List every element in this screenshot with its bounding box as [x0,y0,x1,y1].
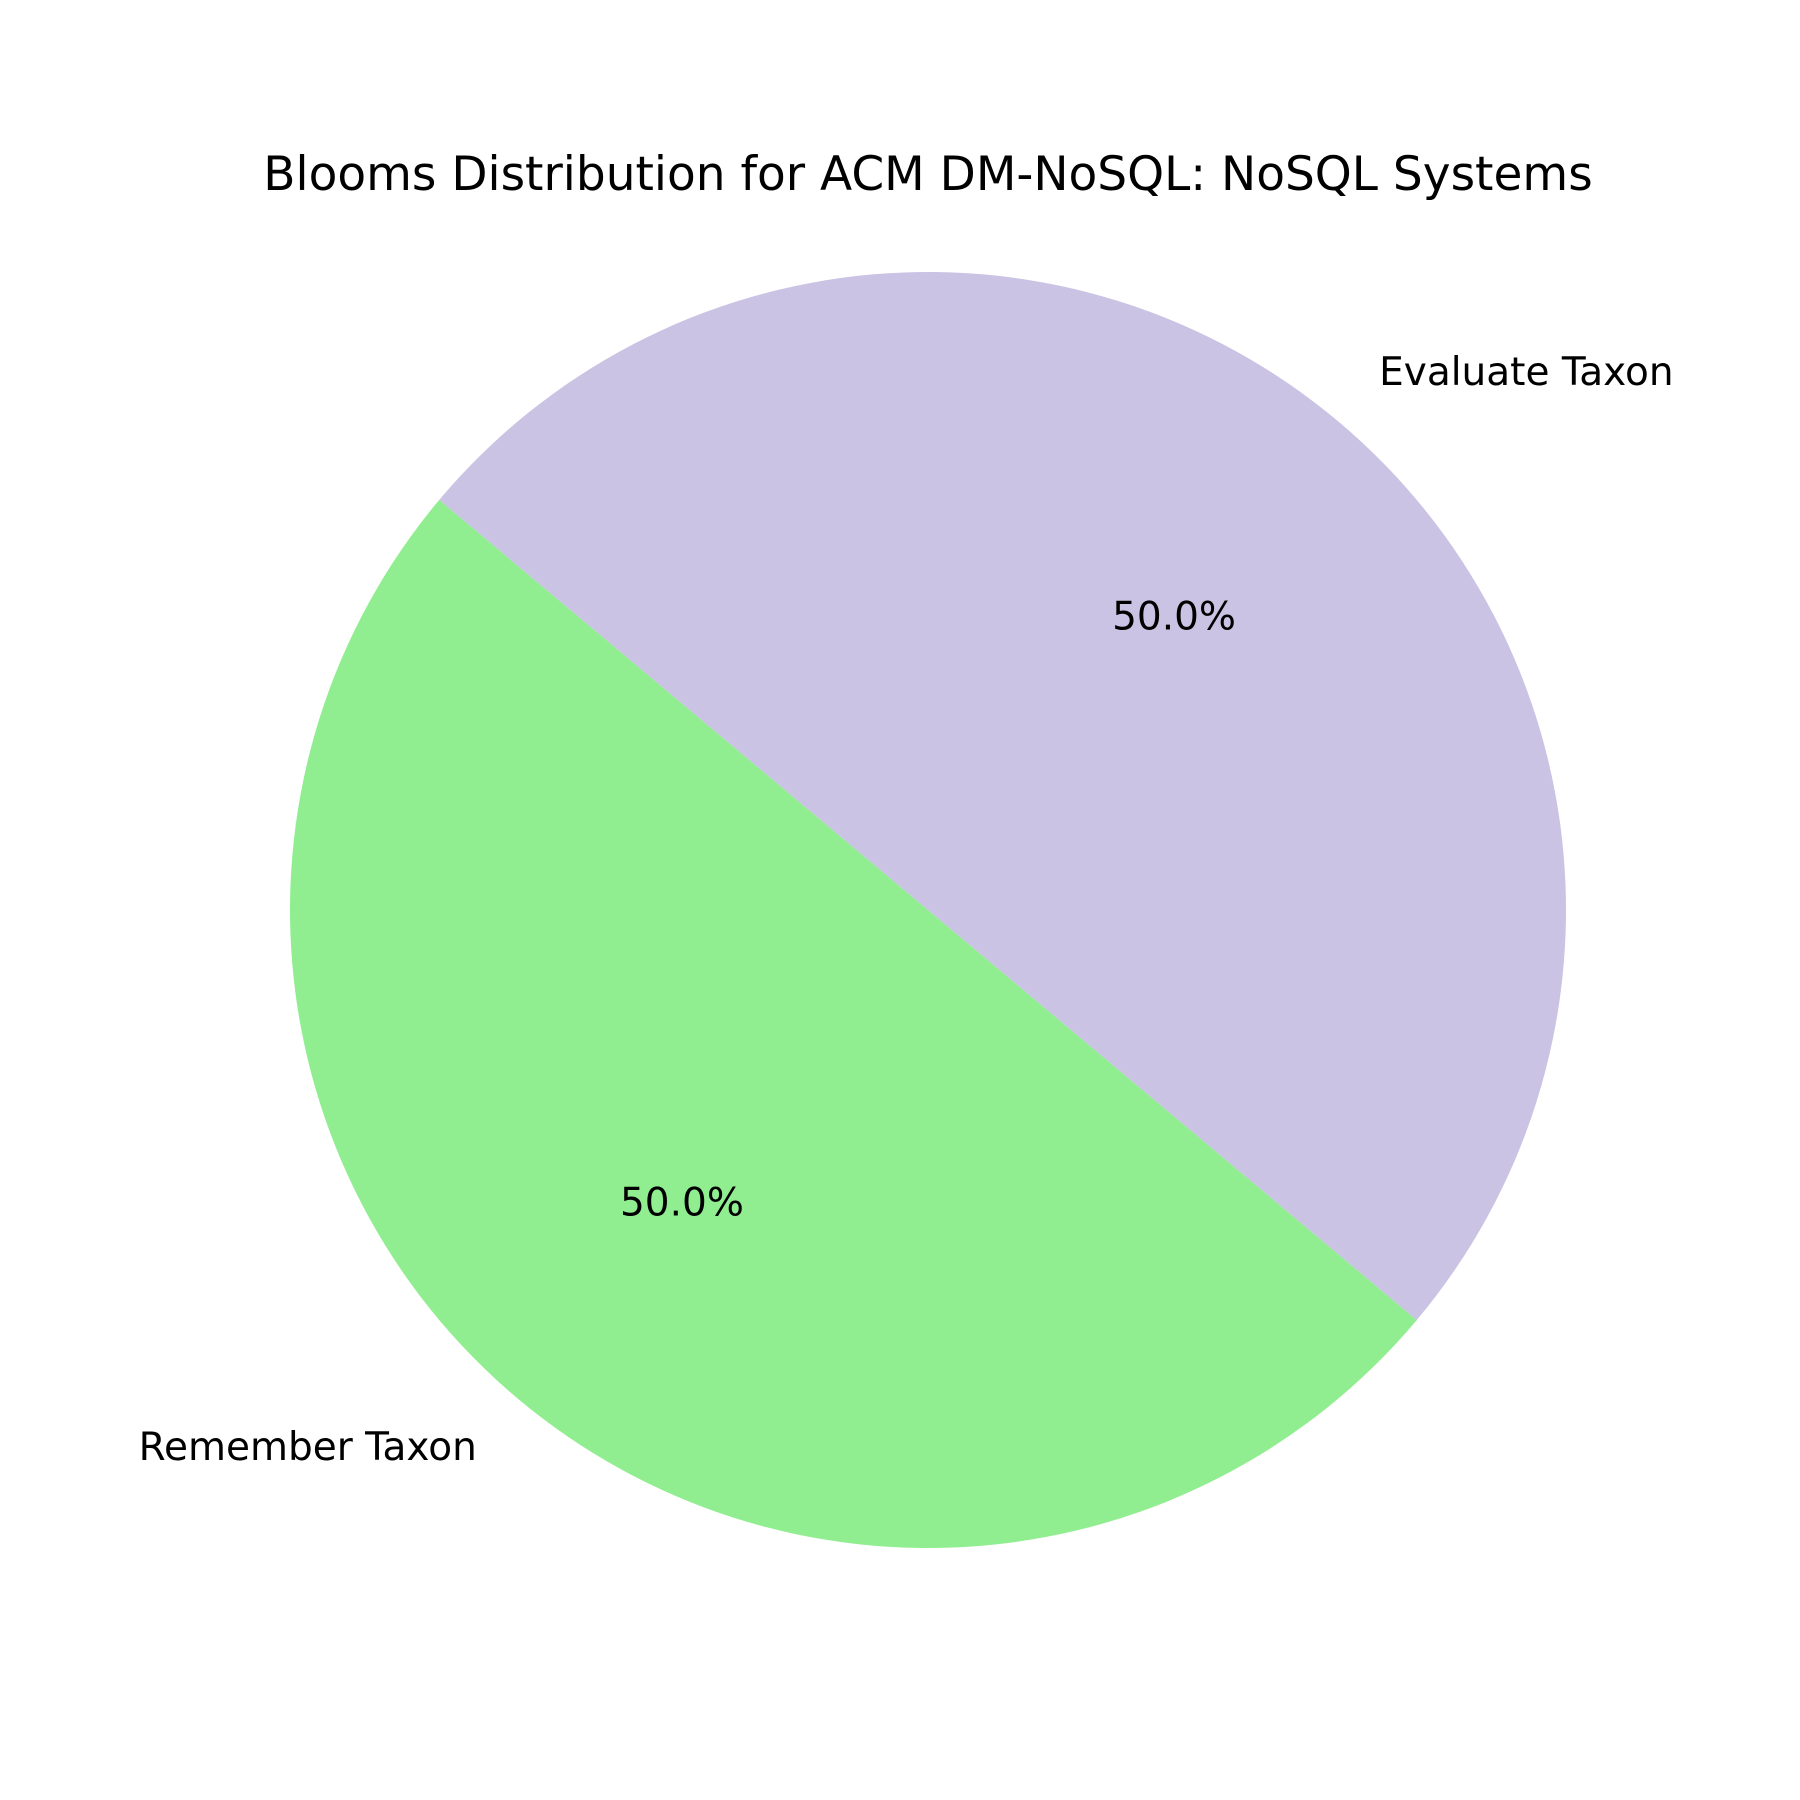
pie-slice-remember-taxon [290,499,1417,1549]
pie-slices [290,272,1566,1549]
chart-title: Blooms Distribution for ACM DM-NoSQL: No… [263,147,1592,202]
pie-slice-label: Evaluate Taxon [1379,350,1673,395]
pie-slice-evaluate-taxon [439,272,1566,1321]
pie-pct-label: 50.0% [1112,594,1236,639]
pie-pct-label: 50.0% [620,1181,744,1226]
pie-labels: 50.0% Remember Taxon 50.0% Evaluate Taxon [139,350,1674,1470]
pie-slice-label: Remember Taxon [139,1425,477,1470]
